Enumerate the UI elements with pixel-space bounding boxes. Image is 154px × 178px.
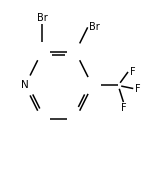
- Text: F: F: [135, 83, 140, 93]
- Text: F: F: [121, 103, 126, 113]
- Text: N: N: [21, 80, 29, 90]
- Text: Br: Br: [36, 13, 47, 23]
- Text: F: F: [130, 67, 135, 77]
- Text: Br: Br: [89, 22, 100, 32]
